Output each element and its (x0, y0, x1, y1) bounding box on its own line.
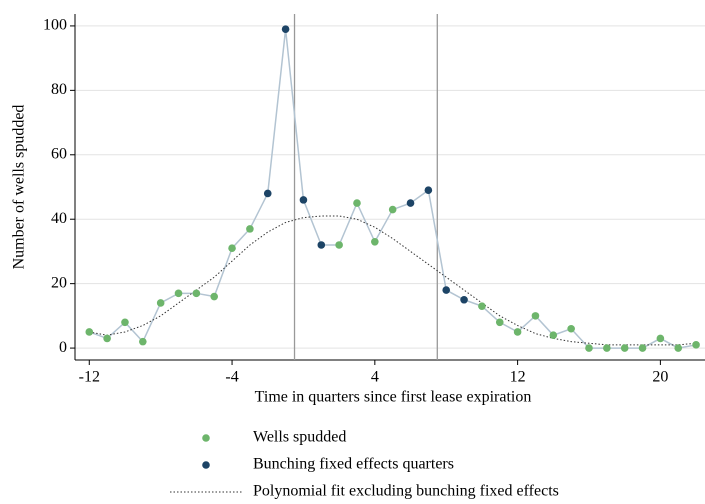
point (103, 334, 111, 343)
point (281, 25, 290, 33)
point (299, 196, 308, 204)
y-tick-label: 20 (51, 274, 67, 291)
point (228, 244, 236, 253)
point (460, 295, 468, 304)
x-tick-label: 4 (371, 369, 379, 386)
point (156, 299, 165, 307)
point (495, 318, 504, 327)
point (335, 241, 343, 249)
point (692, 341, 700, 349)
x-tick-label: -4 (225, 369, 238, 386)
y-tick-label: 0 (59, 339, 67, 356)
y-tick-label: 100 (43, 17, 67, 34)
legend-marker (202, 461, 210, 469)
y-tick-label: 60 (51, 145, 67, 162)
x-tick-label: 12 (510, 369, 526, 386)
point (603, 344, 611, 352)
x-axis-label: Time in quarters since first lease expir… (255, 389, 532, 406)
x-tick-label: -12 (79, 369, 100, 386)
point (353, 199, 361, 207)
point (210, 292, 219, 301)
point (585, 344, 593, 352)
legend-label: Bunching fixed effects quarters (253, 456, 454, 473)
y-axis-label: Number of wells spudded (11, 105, 28, 270)
fit-line (89, 215, 697, 346)
point (442, 286, 451, 294)
point (656, 334, 665, 343)
point (567, 324, 575, 333)
point (85, 328, 94, 336)
legend-label: Wells spudded (253, 429, 346, 446)
y-tick-label: 80 (51, 81, 67, 98)
point (263, 189, 272, 198)
point (388, 205, 397, 214)
point (620, 344, 629, 352)
point (139, 337, 147, 346)
point (531, 312, 540, 320)
point (638, 344, 647, 352)
point (317, 241, 326, 249)
point (549, 331, 558, 339)
y-tick-label: 40 (51, 210, 67, 227)
point (513, 328, 522, 336)
point (174, 289, 183, 298)
x-tick-label: 20 (652, 369, 668, 386)
legend-marker (202, 434, 210, 442)
point (478, 302, 486, 310)
point (424, 186, 433, 195)
point (674, 344, 683, 352)
connector-line (89, 29, 697, 349)
legend-label: Polynomial fit excluding bunching fixed … (253, 483, 559, 499)
point (406, 199, 415, 207)
point (371, 237, 379, 246)
point (121, 318, 129, 327)
point (192, 289, 201, 298)
point (246, 225, 254, 233)
